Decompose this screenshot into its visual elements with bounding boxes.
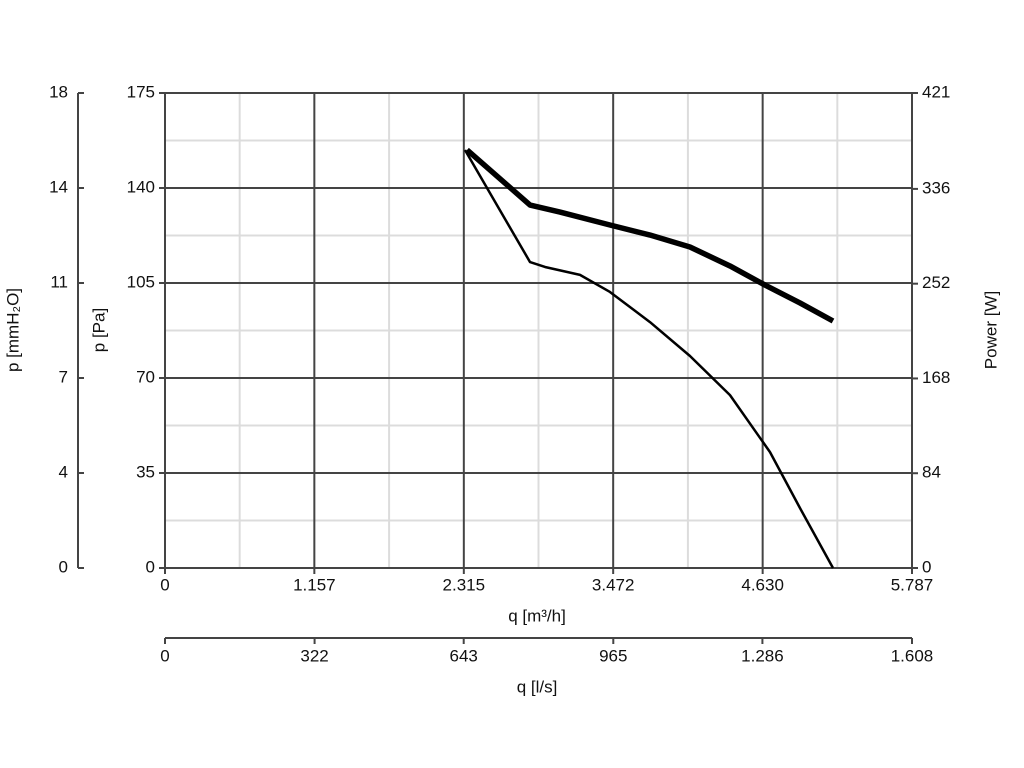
y-tick-label: 0 (146, 557, 155, 576)
x2-tick-label: 1.286 (741, 646, 784, 665)
y-tick-label: 70 (136, 367, 155, 386)
x-tick-label: 2.315 (443, 575, 486, 594)
x2-tick-label: 1.608 (891, 646, 934, 665)
y-tick-label: 35 (136, 462, 155, 481)
y3-axis-label: p [mmH₂O] (3, 288, 22, 372)
x-tick-label: 4.630 (741, 575, 784, 594)
curve (465, 147, 835, 324)
x-tick-label: 1.157 (293, 575, 336, 594)
y2-tick-label: 84 (922, 463, 941, 482)
y3-tick-label: 14 (49, 177, 68, 196)
x2-tick-label: 965 (599, 646, 627, 665)
y3-tick-label: 4 (59, 462, 68, 481)
y2-axis-label: Power [W] (981, 291, 1000, 369)
y2-tick-label: 336 (922, 178, 950, 197)
y3-tick-label: 18 (49, 82, 68, 101)
y-axis-label: p [Pa] (89, 308, 108, 352)
x-tick-label: 5.787 (891, 575, 934, 594)
y3-tick-label: 0 (59, 557, 68, 576)
x2-tick-label: 0 (160, 646, 169, 665)
x2-tick-label: 643 (450, 646, 478, 665)
y2-tick-label: 0 (922, 557, 931, 576)
x-tick-label: 3.472 (592, 575, 635, 594)
y-tick-label: 140 (127, 177, 155, 196)
x2-axis-label: q [l/s] (517, 677, 558, 696)
y3-tick-label: 11 (50, 272, 68, 291)
x-axis-label: q [m³/h] (508, 606, 566, 625)
y3-tick-label: 7 (59, 367, 68, 386)
y2-tick-label: 252 (922, 273, 950, 292)
y-tick-label: 175 (127, 82, 155, 101)
x-tick-label: 0 (160, 575, 169, 594)
y-tick-label: 105 (127, 272, 155, 291)
curve (463, 149, 835, 569)
y2-tick-label: 421 (922, 82, 950, 101)
x2-tick-label: 322 (300, 646, 328, 665)
y2-tick-label: 168 (922, 368, 950, 387)
